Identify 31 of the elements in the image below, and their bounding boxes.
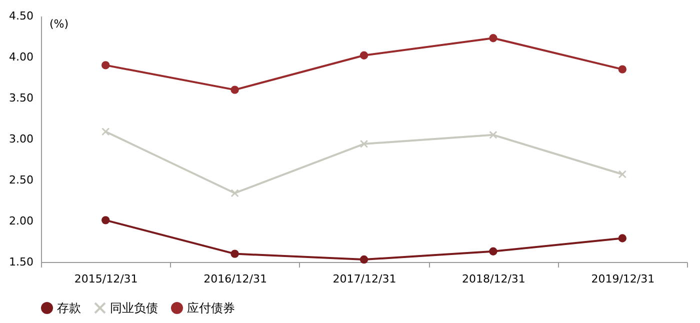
y-tick-label: 1.50 [9,256,34,268]
point [618,170,627,178]
x-tick-label: 2016/12/31 [204,272,268,286]
point [618,234,627,242]
point [101,61,110,70]
point [101,128,110,136]
y-tick-label: 2.00 [9,214,34,228]
legend-label: 应付债券 [187,301,235,315]
point [230,86,239,94]
point [489,130,498,140]
point [230,189,239,198]
y-tick-label: 3.00 [9,132,34,146]
point [101,216,110,224]
legend-label: 同业负债 [110,301,158,315]
point [230,250,239,258]
x-tick-label: 2015/12/31 [74,272,138,286]
y-tick-label: 4.00 [9,50,34,64]
point [618,65,627,74]
y-tick-label: 3.50 [9,92,34,104]
point [360,51,368,60]
x-tick-label: 2017/12/31 [332,272,396,286]
point [489,34,498,42]
y-tick-label: 2.50 [9,174,34,186]
x-tick-label: 2018/12/31 [462,272,526,286]
y-axis-title: (%) [50,18,69,30]
x-tick-label: 2019/12/31 [591,272,655,286]
point [360,255,368,264]
point [489,247,498,256]
point [360,140,368,148]
y-tick-label: 4.50 [9,10,34,22]
legend-label: 存款 [57,301,81,315]
